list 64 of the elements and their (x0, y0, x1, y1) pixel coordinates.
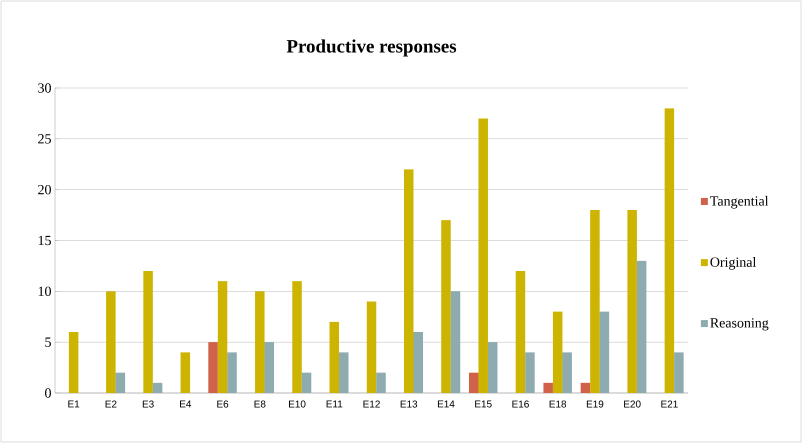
bar (478, 118, 488, 393)
x-tick-label: E16 (512, 400, 529, 408)
x-tick-label: E19 (586, 400, 604, 408)
y-tick-label: 10 (38, 286, 51, 296)
bar (227, 352, 237, 393)
bar (143, 270, 153, 393)
x-tick-label: E1 (68, 400, 80, 408)
bar (664, 108, 674, 393)
bar (366, 301, 376, 393)
bar (516, 270, 526, 393)
bar (152, 382, 162, 393)
bar (180, 352, 190, 393)
bar (330, 322, 340, 393)
y-tick-label: 20 (38, 184, 51, 194)
bar (68, 332, 78, 393)
legend-label: Tangential (710, 196, 768, 209)
x-tick-label: E15 (475, 400, 492, 408)
bar (468, 372, 478, 393)
legend-label: Reasoning (710, 318, 768, 330)
x-tick-label: E8 (254, 400, 266, 408)
bar (208, 342, 218, 393)
bar (339, 352, 349, 393)
y-tick-label: 25 (38, 134, 51, 144)
bar (376, 372, 386, 393)
chart-title: Productive responses (286, 39, 456, 56)
x-tick-label: E20 (624, 400, 641, 408)
bar (627, 210, 637, 393)
bar (580, 382, 590, 393)
bar (543, 382, 553, 393)
bar (106, 291, 116, 393)
bar (450, 291, 460, 393)
x-tick-label: E11 (326, 400, 342, 408)
bar (562, 352, 572, 393)
bar (600, 312, 610, 393)
bar (404, 169, 414, 393)
x-tick-label: E3 (142, 400, 154, 408)
bar (255, 291, 265, 393)
bar (636, 260, 646, 393)
bar (590, 210, 600, 393)
bar (292, 281, 302, 393)
x-tick-label: E18 (550, 400, 566, 408)
x-tick-label: E21 (661, 400, 678, 408)
x-tick-label: E12 (363, 400, 380, 408)
y-tick-label: 15 (38, 236, 51, 246)
bar (552, 312, 562, 393)
x-tick-label: E4 (180, 400, 192, 408)
x-tick-label: E13 (400, 400, 418, 408)
y-tick-label: 30 (38, 83, 51, 93)
bar (264, 342, 274, 393)
legend-label: Original (710, 257, 756, 270)
x-tick-label: E6 (217, 400, 228, 408)
bar (116, 372, 126, 393)
bar (441, 220, 451, 393)
x-tick-label: E10 (288, 400, 306, 408)
x-tick-label: E2 (106, 400, 116, 408)
x-tick-label: E14 (438, 400, 455, 408)
bar (413, 332, 423, 393)
bar (525, 352, 535, 393)
y-tick-label: 5 (45, 338, 51, 347)
bar (218, 281, 228, 393)
y-tick-label: 0 (45, 388, 51, 398)
bar (302, 372, 312, 393)
bar (674, 352, 684, 393)
bar (488, 342, 498, 393)
